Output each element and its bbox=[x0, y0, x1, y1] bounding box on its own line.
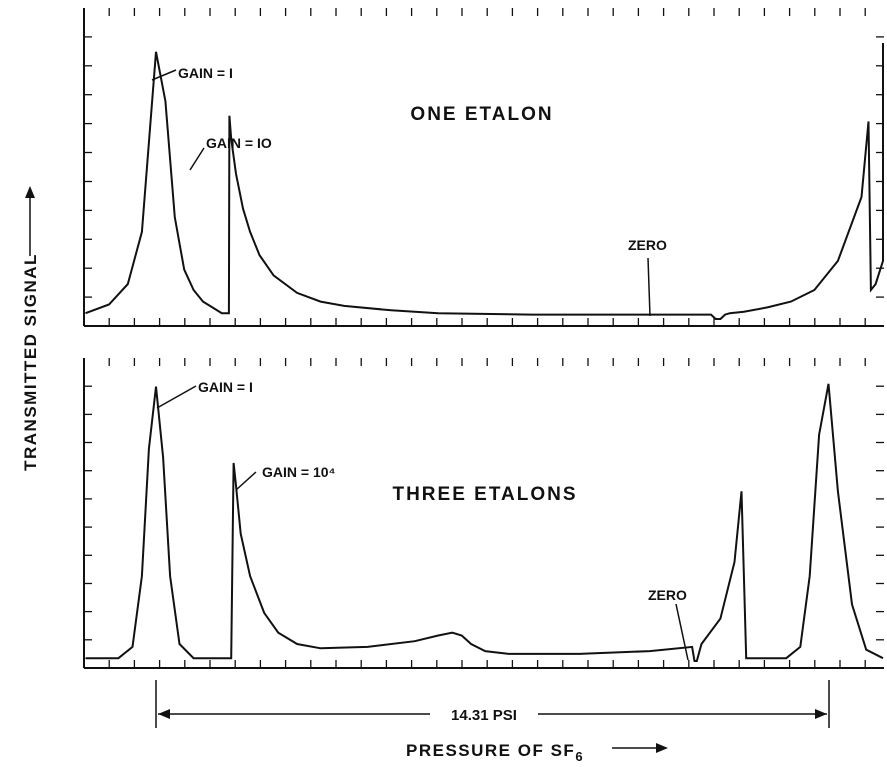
x-axis-label: PRESSURE OF SF6 bbox=[406, 741, 584, 764]
leader-zero-top bbox=[647, 257, 651, 317]
curve-one-etalon bbox=[85, 43, 884, 320]
span-marker: 14.31 PSI bbox=[155, 680, 830, 728]
y-axis-label-group: TRANSMITTED SIGNAL bbox=[21, 186, 40, 471]
panel-title-one-etalon: ONE ETALON bbox=[410, 104, 553, 125]
x-axis-label-subscript: 6 bbox=[575, 749, 584, 764]
span-arrow-left bbox=[158, 709, 170, 719]
panel-one-etalon: ONE ETALON GAIN = I GAIN = IO ZERO bbox=[83, 8, 884, 327]
x-axis-label-main: PRESSURE OF SF bbox=[406, 741, 575, 760]
panel-bottom-ticks bbox=[84, 358, 884, 668]
curve-three-etalons bbox=[85, 383, 884, 662]
leader-zero-bottom bbox=[675, 603, 689, 661]
annotation-gain-10-top: GAIN = IO bbox=[206, 135, 272, 151]
x-axis-arrow-head bbox=[656, 743, 668, 753]
span-label: 14.31 PSI bbox=[451, 707, 517, 724]
annotation-gain-1-bottom: GAIN = I bbox=[198, 379, 253, 395]
y-axis-label: TRANSMITTED SIGNAL bbox=[21, 253, 40, 471]
x-axis-label-group: PRESSURE OF SF6 bbox=[406, 741, 668, 764]
leader-gain-1-top bbox=[151, 69, 177, 81]
annotation-gain-1-top: GAIN = I bbox=[178, 65, 233, 81]
annotation-gain-104-bottom: GAIN = 10⁴ bbox=[262, 464, 336, 480]
leader-gain-10-top bbox=[189, 147, 205, 171]
span-arrow-right bbox=[815, 709, 827, 719]
annotation-zero-bottom: ZERO bbox=[648, 587, 687, 603]
panel-title-three-etalons: THREE ETALONS bbox=[392, 484, 577, 505]
annotation-zero-top: ZERO bbox=[628, 237, 667, 253]
panel-three-etalons: THREE ETALONS GAIN = I GAIN = 10⁴ ZERO bbox=[83, 358, 884, 669]
panel-top-ticks bbox=[84, 8, 884, 326]
y-axis-arrow-head bbox=[25, 186, 35, 198]
leader-gain-104-bottom bbox=[235, 471, 257, 491]
leader-gain-1-bottom bbox=[156, 385, 197, 409]
